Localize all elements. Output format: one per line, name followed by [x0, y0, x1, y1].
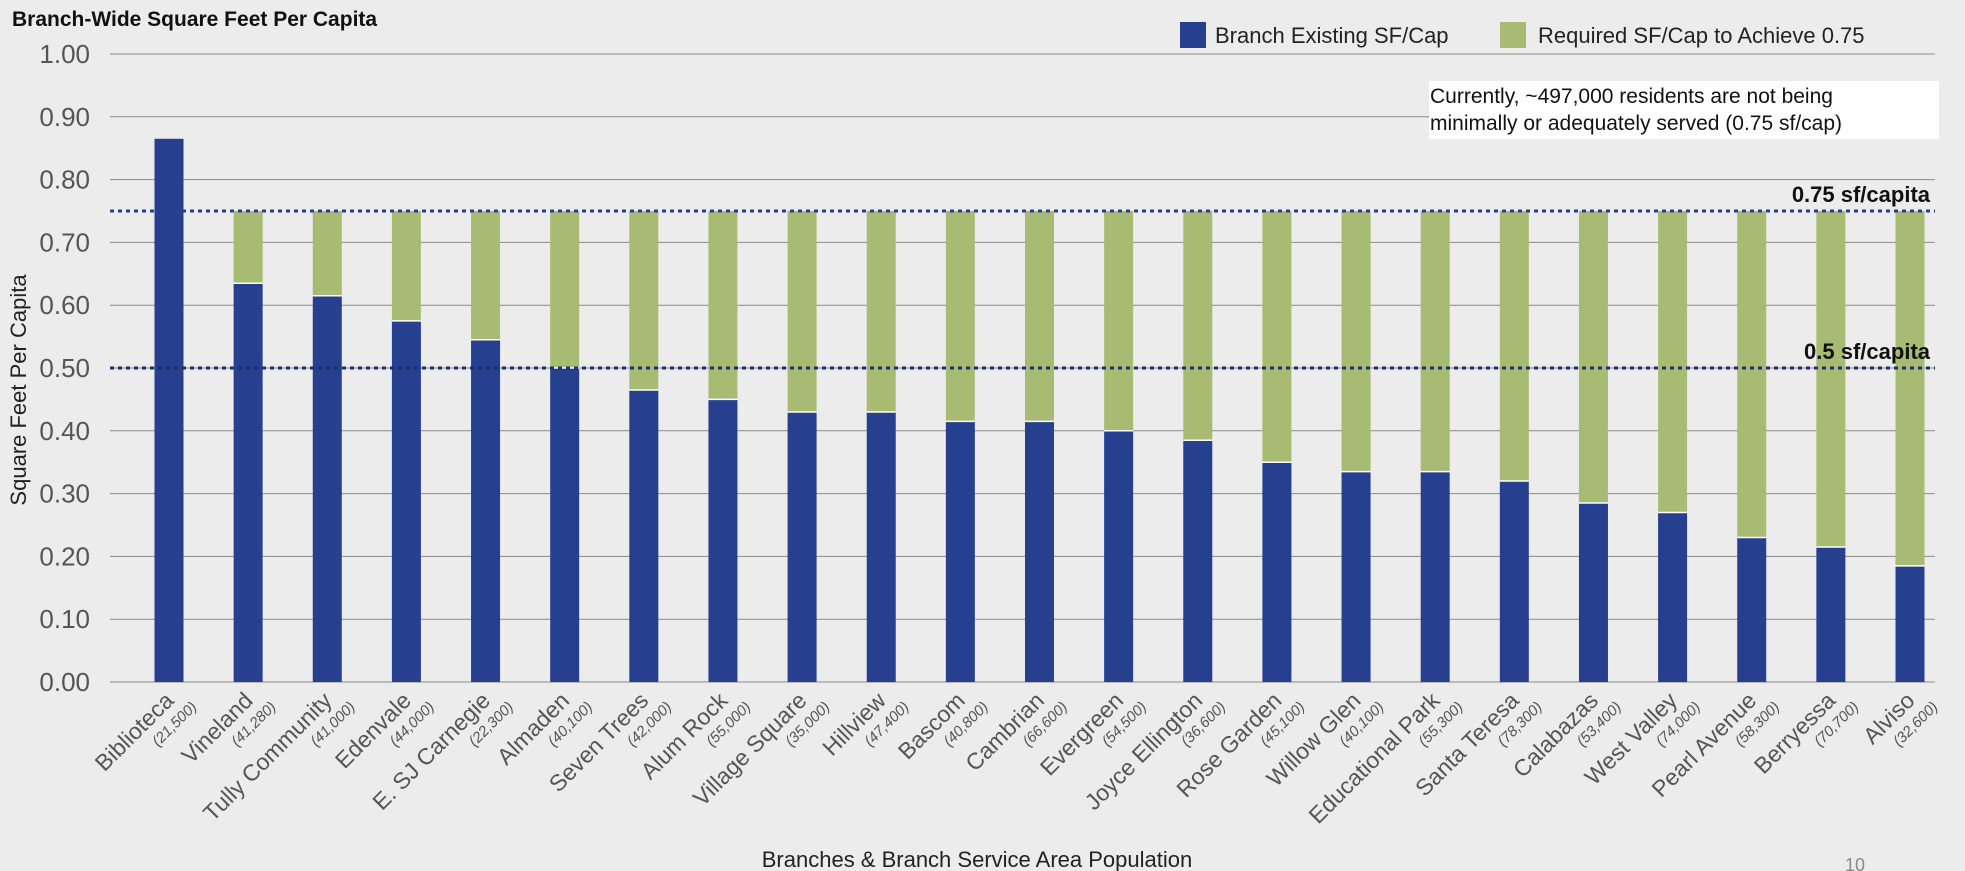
- bar-existing: [787, 411, 817, 682]
- bar-existing: [1341, 471, 1371, 682]
- y-tick-label: 0.80: [39, 165, 90, 195]
- x-axis-categories: Biblioteca(21,500)Vineland(41,280)Tully …: [90, 687, 1942, 829]
- bar-required: [1578, 211, 1608, 504]
- bar-existing: [233, 283, 263, 682]
- bar-required: [866, 211, 896, 412]
- bar-existing: [391, 320, 421, 682]
- bar-required: [312, 211, 342, 296]
- bar-existing: [708, 399, 738, 682]
- y-tick-label: 0.70: [39, 227, 90, 257]
- bar-required: [1499, 211, 1529, 482]
- bar-required: [1341, 211, 1371, 472]
- bar-existing: [1816, 546, 1846, 682]
- bar-required: [1737, 211, 1767, 538]
- bar-existing: [550, 368, 580, 682]
- legend-label-existing: Branch Existing SF/Cap: [1215, 23, 1449, 48]
- bars-group: [154, 138, 1925, 682]
- y-tick-label: 0.30: [39, 479, 90, 509]
- bar-existing: [1499, 481, 1529, 682]
- bar-required: [1025, 211, 1054, 422]
- bar-existing: [1578, 503, 1608, 682]
- bar-required: [1262, 211, 1292, 463]
- bar-required: [1816, 211, 1846, 547]
- y-tick-label: 0.10: [39, 604, 90, 634]
- y-tick-label: 0.90: [39, 102, 90, 132]
- y-axis-label: Square Feet Per Capita: [6, 274, 31, 506]
- bar-required: [1104, 211, 1134, 431]
- category-label-group: Hillview(47,400): [817, 687, 912, 761]
- bar-existing: [629, 389, 659, 682]
- bar-existing: [1737, 537, 1767, 682]
- bar-existing: [866, 411, 896, 682]
- chart-title: Branch-Wide Square Feet Per Capita: [12, 8, 377, 31]
- bar-required: [1183, 211, 1213, 441]
- y-tick-label: 0.40: [39, 416, 90, 446]
- y-tick-label: 1.00: [39, 39, 90, 69]
- category-label-group: Berryessa(70,700): [1749, 687, 1863, 779]
- y-tick-label: 0.00: [39, 667, 90, 697]
- legend-swatch-required: [1500, 22, 1526, 48]
- legend-swatch-existing: [1180, 22, 1206, 48]
- legend-label-required: Required SF/Cap to Achieve 0.75: [1538, 23, 1865, 48]
- annotation-background: [1429, 81, 1939, 139]
- page-number: 10: [1845, 855, 1865, 871]
- y-axis-ticks: 0.00 0.10 0.20 0.30 0.40 0.50 0.60 0.70 0.80 0.90…: [39, 39, 90, 697]
- bar-existing: [471, 339, 501, 682]
- bar-existing: [1262, 462, 1292, 682]
- bar-required: [945, 211, 975, 422]
- bar-existing: [1658, 512, 1688, 682]
- reference-line-label: 0.5 sf/capita: [1804, 339, 1931, 364]
- bar-existing: [154, 138, 184, 682]
- category-label-group: Biblioteca(21,500): [90, 687, 201, 776]
- bar-existing: [1420, 471, 1450, 682]
- category-label-group: Willow Glen(40,100): [1261, 687, 1387, 791]
- bar-required: [708, 211, 738, 400]
- bar-required: [1658, 211, 1688, 513]
- legend: Branch Existing SF/Cap Required SF/Cap t…: [1180, 22, 1865, 48]
- bar-required: [550, 211, 580, 368]
- reference-line-label: 0.75 sf/capita: [1792, 182, 1931, 207]
- category-label-group: Alviso(32,600): [1858, 687, 1942, 750]
- category-label-group: West Valley(74,000): [1579, 687, 1704, 790]
- x-axis-label: Branches & Branch Service Area Populatio…: [762, 847, 1192, 871]
- bar-required: [629, 211, 659, 390]
- bar-required: [1420, 211, 1450, 472]
- bar-required: [1895, 211, 1925, 566]
- bar-existing: [945, 421, 975, 682]
- bar-existing: [1183, 440, 1213, 682]
- annotation-line-2: minimally or adequately served (0.75 sf/…: [1430, 112, 1842, 135]
- reference-lines: 0.75 sf/capita 0.5 sf/capita: [110, 182, 1935, 370]
- bar-existing: [1895, 565, 1925, 682]
- bar-required: [233, 211, 263, 284]
- y-tick-label: 0.60: [39, 290, 90, 320]
- bar-required: [391, 211, 421, 321]
- bar-existing: [312, 295, 342, 682]
- bar-existing: [1104, 430, 1134, 682]
- y-tick-label: 0.20: [39, 541, 90, 571]
- annotation-line-1: Currently, ~497,000 residents are not be…: [1430, 85, 1833, 108]
- bar-required: [471, 211, 501, 340]
- y-tick-label: 0.50: [39, 353, 90, 383]
- bar-required: [787, 211, 817, 412]
- bar-existing: [1025, 421, 1054, 682]
- annotation-box: Currently, ~497,000 residents are not be…: [1429, 81, 1939, 139]
